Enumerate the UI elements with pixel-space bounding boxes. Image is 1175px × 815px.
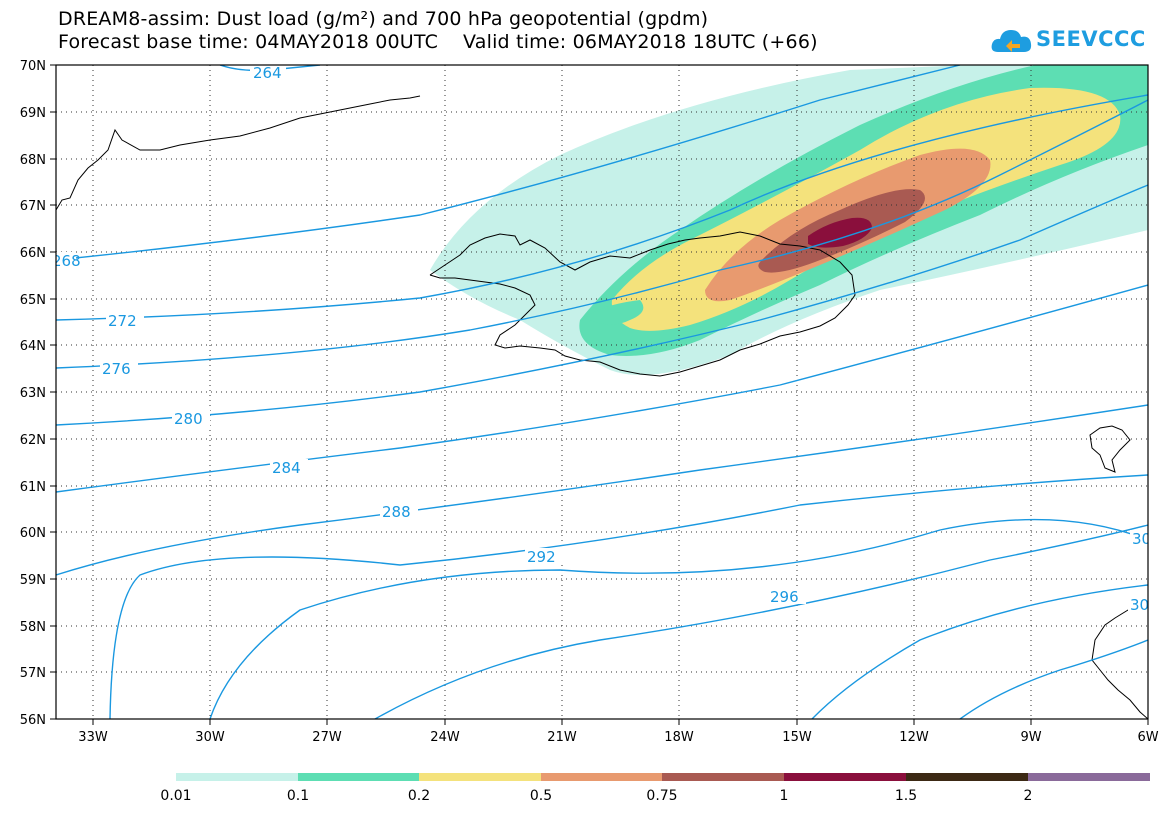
coastlines: [56, 95, 1148, 719]
lat-label: 68N: [20, 153, 46, 168]
contour-label: 288: [382, 503, 411, 521]
contour-label: 280: [174, 410, 203, 428]
lon-label: 21W: [547, 730, 577, 745]
colorbar-swatch: [541, 773, 662, 781]
colorbar-label: 0.75: [646, 788, 677, 804]
logo-text: SEEVCCC: [1036, 27, 1146, 51]
colorbar-label: 2: [1024, 788, 1033, 804]
map-subtitle: Forecast base time: 04MAY2018 00UTC Vali…: [58, 31, 818, 53]
lat-labels: 70N 69N 68N 67N 66N 65N 64N 63N 62N 61N …: [20, 59, 46, 728]
lon-label: 30W: [195, 730, 225, 745]
lat-label: 65N: [20, 293, 46, 308]
colorbar-label: 0.2: [408, 788, 430, 804]
contour-label: 276: [102, 360, 131, 378]
dust-plume: [430, 65, 1148, 375]
lon-label: 15W: [782, 730, 812, 745]
faroe-coast: [1089, 425, 1131, 473]
lat-label: 63N: [20, 386, 46, 401]
colorbar-labels: 0.01 0.1 0.2 0.5 0.75 1 1.5 2: [160, 788, 1032, 804]
cloud-icon: [991, 30, 1032, 52]
contour-296: [209, 518, 1148, 719]
contour-284: [56, 284, 1148, 493]
lon-label: 24W: [430, 730, 460, 745]
colorbar-swatch: [419, 773, 541, 781]
contour-280: [56, 184, 1148, 426]
geopotential-contours: [56, 65, 1148, 719]
lat-label: 59N: [20, 573, 46, 588]
colorbar-label: 1: [780, 788, 789, 804]
lat-label: 60N: [20, 526, 46, 541]
scotland-coast: [1091, 597, 1148, 719]
lon-label: 6W: [1137, 730, 1158, 745]
lat-label: 70N: [20, 59, 46, 74]
contour-label-group: 264 268 272 276 280 284 288 292 296 300 …: [52, 64, 1161, 614]
lon-label: 27W: [312, 730, 342, 745]
colorbar-label: 0.5: [530, 788, 552, 804]
lat-ticks: [50, 64, 56, 720]
lon-label: 33W: [78, 730, 108, 745]
contour-label: 292: [527, 548, 556, 566]
lat-label: 61N: [20, 480, 46, 495]
lat-label: 64N: [20, 339, 46, 354]
graticule: [56, 65, 1148, 719]
contour-label: 304: [1130, 596, 1159, 614]
contour-label: 268: [52, 252, 81, 270]
colorbar-label: 1.5: [895, 788, 917, 804]
colorbar-swatch: [176, 773, 298, 781]
dust-patch: [585, 300, 644, 325]
colorbar-swatch: [298, 773, 419, 781]
colorbar-swatch: [662, 773, 784, 781]
map-title: DREAM8-assim: Dust load (g/m²) and 700 h…: [58, 8, 709, 30]
lon-ticks: [92, 719, 1149, 725]
colorbar-label: 0.01: [160, 788, 191, 804]
colorbar-swatch: [1028, 773, 1150, 781]
lon-label: 9W: [1020, 730, 1041, 745]
seevccc-logo: SEEVCCC: [990, 22, 1150, 58]
colorbar-swatch: [784, 773, 906, 781]
contour-label: 284: [272, 459, 301, 477]
contour-label: 300: [1132, 530, 1161, 548]
contour-300: [374, 524, 1148, 719]
iceland-coast: [429, 231, 856, 377]
contour-304: [811, 584, 1148, 719]
lat-label: 57N: [20, 666, 46, 681]
dust-level-1: [808, 217, 872, 248]
contour-288: [56, 404, 1148, 576]
lat-label: 67N: [20, 199, 46, 214]
lon-labels: 33W 30W 27W 24W 21W 18W 15W 12W 9W 6W: [78, 730, 1158, 745]
contour-276: [56, 99, 1148, 369]
contour-label: 296: [770, 588, 799, 606]
contour-308: [959, 639, 1148, 719]
lat-label: 56N: [20, 713, 46, 728]
lat-label: 66N: [20, 246, 46, 261]
lat-label: 69N: [20, 106, 46, 121]
lat-label: 58N: [20, 620, 46, 635]
contour-label: 264: [253, 64, 282, 82]
contour-label: 272: [108, 312, 137, 330]
colorbar-label: 0.1: [287, 788, 309, 804]
lon-label: 12W: [899, 730, 929, 745]
greenland-coast: [56, 95, 421, 211]
colorbar-swatch: [906, 773, 1028, 781]
lat-label: 62N: [20, 433, 46, 448]
contour-272: [56, 94, 1148, 321]
lon-label: 18W: [664, 730, 694, 745]
contour-268: [56, 65, 961, 261]
contour-292: [109, 474, 1148, 719]
colorbar: [176, 773, 1150, 781]
